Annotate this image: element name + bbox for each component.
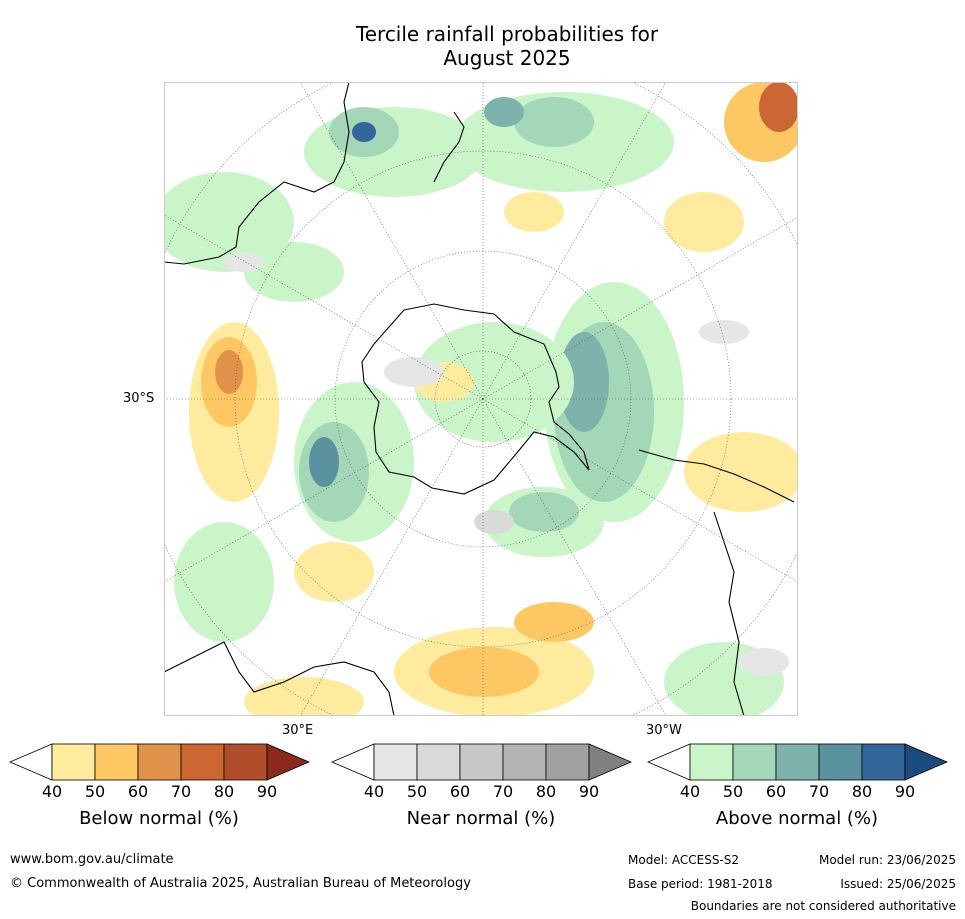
below-normal-colorbar	[9, 743, 311, 783]
colorbar-lower-extension	[647, 743, 691, 781]
tick-label: 70	[492, 782, 514, 801]
colorbar-segment	[137, 743, 182, 781]
polar-rainfall-map	[164, 82, 798, 716]
above-normal-colorbar	[647, 743, 949, 783]
tick-label: 80	[213, 782, 235, 801]
colorbar-segment	[502, 743, 547, 781]
colorbar-svg	[647, 743, 949, 781]
map-title: Tercile rainfall probabilities for Augus…	[0, 22, 965, 70]
issued-text: Issued: 25/06/2025	[840, 877, 956, 891]
graticule	[164, 82, 798, 716]
colorbar-segment	[545, 743, 590, 781]
colorbar-segment	[818, 743, 863, 781]
tick-label: 50	[722, 782, 744, 801]
model-run-text: Model run: 23/06/2025	[818, 853, 956, 867]
colorbar-segment	[861, 743, 906, 781]
website-link[interactable]: www.bom.gov.au/climate	[10, 852, 174, 867]
coastlines	[164, 82, 795, 716]
near-normal-colorbar	[331, 743, 633, 783]
colorbar-segment	[94, 743, 139, 781]
copyright-text: © Commonwealth of Australia 2025, Austra…	[10, 876, 471, 891]
colorbar-segment	[373, 743, 418, 781]
colorbar-upper-extension	[266, 743, 311, 781]
lat-label-30s: 30°S	[123, 391, 155, 406]
tick-label: 60	[449, 782, 471, 801]
near-normal-shading	[224, 252, 789, 676]
model-text: Model: ACCESS-S2	[628, 853, 740, 867]
colorbar-segment	[51, 743, 96, 781]
below-normal-label: Below normal (%)	[79, 808, 239, 829]
title-line-1: Tercile rainfall probabilities for	[355, 22, 659, 46]
colorbar-segment	[732, 743, 777, 781]
colorbar-upper-extension	[904, 743, 949, 781]
lon-label-30w: 30°W	[646, 723, 682, 738]
tick-label: 80	[535, 782, 557, 801]
colorbar-segment	[459, 743, 504, 781]
colorbar-segment	[775, 743, 820, 781]
base-period-text: Base period: 1981-2018	[628, 877, 773, 891]
above-normal-label: Above normal (%)	[715, 808, 879, 829]
tick-label: 90	[578, 782, 600, 801]
below-normal-shading	[189, 82, 798, 716]
lon-label-30e: 30°E	[282, 723, 314, 738]
colorbar-segment	[689, 743, 734, 781]
tick-label: 50	[84, 782, 106, 801]
title-line-2: August 2025	[443, 46, 571, 70]
disclaimer-text: Boundaries are not considered authoritat…	[690, 899, 956, 913]
tick-label: 40	[363, 782, 385, 801]
tick-label: 40	[679, 782, 701, 801]
tick-label: 50	[406, 782, 428, 801]
colorbar-upper-extension	[588, 743, 633, 781]
tick-label: 80	[851, 782, 873, 801]
tick-label: 60	[765, 782, 787, 801]
colorbar-segment	[223, 743, 268, 781]
near-normal-label: Near normal (%)	[406, 808, 556, 829]
tick-label: 90	[256, 782, 278, 801]
colorbar-lower-extension	[9, 743, 53, 781]
colorbar-svg	[9, 743, 311, 781]
tick-label: 40	[41, 782, 63, 801]
colorbar-svg	[331, 743, 633, 781]
colorbar-lower-extension	[331, 743, 375, 781]
colorbar-segment	[416, 743, 461, 781]
tick-label: 70	[170, 782, 192, 801]
tick-label: 70	[808, 782, 830, 801]
colorbar-segment	[180, 743, 225, 781]
tick-label: 60	[127, 782, 149, 801]
tick-label: 90	[894, 782, 916, 801]
